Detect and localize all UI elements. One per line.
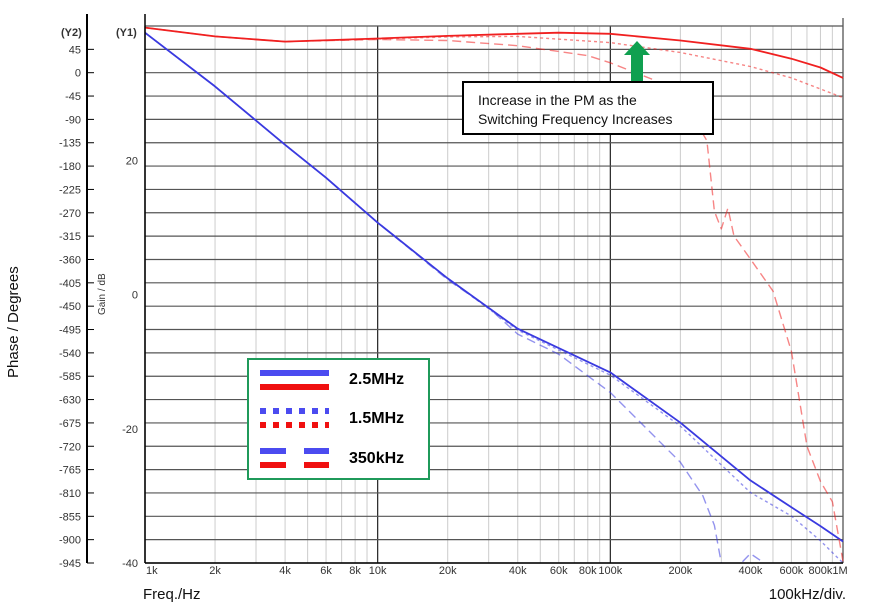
x-tick-label: 4k [279, 565, 291, 577]
y2-tick-label: -720 [59, 441, 81, 453]
x-tick-label: 10k [369, 565, 387, 577]
x-tick-label: 40k [509, 565, 527, 577]
y2-tick-label: -405 [59, 278, 81, 290]
y2-tick-label: -585 [59, 371, 81, 383]
y2-tick-label: -135 [59, 138, 81, 150]
x-tick-label: 1k [146, 565, 158, 577]
y2-tick-label: -945 [59, 558, 81, 570]
y2-tick-label: -675 [59, 418, 81, 430]
y2-tick-label: -225 [59, 184, 81, 196]
y1-tick-label: 20 [126, 155, 138, 167]
legend-label-1-5mhz: 1.5MHz [349, 410, 405, 427]
y2-tick-label: -270 [59, 208, 81, 220]
y2-tick-label: -315 [59, 231, 81, 243]
arrow-icon [624, 41, 650, 81]
y2-tick-label: -90 [65, 114, 81, 126]
y1-tick-label: 0 [132, 290, 138, 302]
y1-label: Gain / dB [97, 273, 108, 315]
x-tick-label: 400k [738, 565, 762, 577]
y2-tick-label: 0 [75, 68, 81, 80]
x-tick-label: 600k [779, 565, 803, 577]
y2-tick-label: -765 [59, 465, 81, 477]
y2-tick-label: -180 [59, 161, 81, 173]
y2-tick-label: -360 [59, 254, 81, 266]
y2-tick-label: -855 [59, 511, 81, 523]
x-scale-note: 100kHz/div. [769, 586, 846, 603]
y2-tick-label: -900 [59, 535, 81, 547]
x-tick-label: 60k [550, 565, 568, 577]
y2-tick-label: -45 [65, 91, 81, 103]
y2-tick-label: -540 [59, 348, 81, 360]
y2-tick-label: -630 [59, 395, 81, 407]
y2-tick-label: -810 [59, 488, 81, 500]
series-phase-1-5mhz-line [144, 26, 844, 99]
annotation-line1: Increase in the PM as the [478, 92, 637, 108]
x-tick-label: 200k [668, 565, 692, 577]
y2-tick-label: 45 [69, 44, 81, 56]
curves [144, 26, 844, 564]
x-tick-label: 800k [809, 565, 833, 577]
y1-axis-tag: (Y1) [116, 27, 137, 39]
legend: 2.5MHz 1.5MHz 350kHz [247, 358, 430, 480]
annotation-box: Increase in the PM as the Switching Freq… [462, 81, 714, 135]
series-gain-350khz-line [741, 552, 763, 563]
y2-tick-label: -495 [59, 325, 81, 337]
y1-tick-label: -40 [122, 558, 138, 570]
y2-axis-tag: (Y2) [61, 27, 82, 39]
axes: 45 0 -45 -90 -135 -180 -225 -270 -315 -360 -405 -45… [59, 14, 848, 577]
x-tick-label: 1M [832, 565, 847, 577]
series-gain-1-5mhz-line [144, 32, 844, 564]
y2-label: Phase / Degrees [5, 266, 22, 378]
x-tick-label: 20k [439, 565, 457, 577]
series-gain-2-5mhz-line [144, 31, 844, 543]
legend-label-350khz: 350kHz [349, 450, 405, 467]
annotation-line2: Switching Frequency Increases [478, 111, 673, 127]
x-tick-label: 100k [598, 565, 622, 577]
y2-tick-label: -450 [59, 301, 81, 313]
series-phase-2-5mhz-line [144, 26, 844, 79]
y1-tick-label: -20 [122, 424, 138, 436]
legend-label-2-5mhz: 2.5MHz [349, 371, 405, 388]
x-tick-label: 2k [209, 565, 221, 577]
x-tick-label: 6k [320, 565, 332, 577]
x-tick-label: 8k [349, 565, 361, 577]
x-label: Freq./Hz [143, 586, 201, 603]
series-phase-350khz-line [144, 26, 844, 562]
legend-swatches [260, 370, 329, 468]
series-gain-350khz-line [144, 32, 722, 564]
x-tick-label: 80k [579, 565, 597, 577]
